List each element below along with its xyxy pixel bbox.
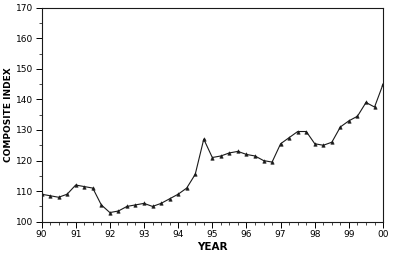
- Y-axis label: COMPOSITE INDEX: COMPOSITE INDEX: [4, 67, 13, 162]
- X-axis label: YEAR: YEAR: [197, 242, 228, 252]
